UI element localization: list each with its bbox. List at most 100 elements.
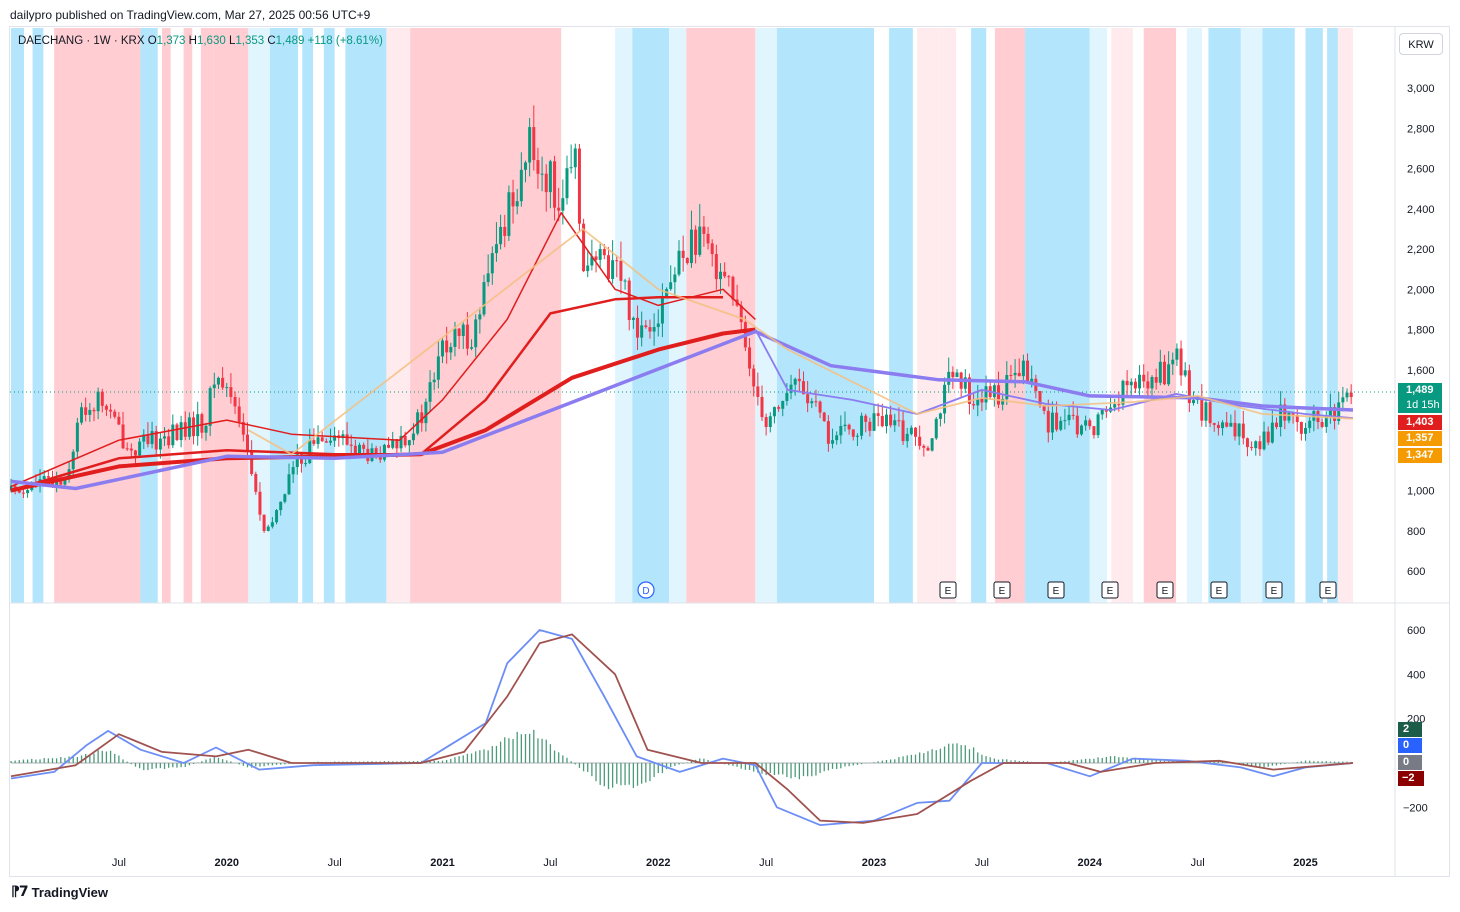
candle-body xyxy=(594,256,598,260)
candle-body xyxy=(1088,420,1092,427)
candle-body xyxy=(1241,423,1245,439)
regime-band-6 xyxy=(200,28,214,603)
candle-body xyxy=(660,297,664,324)
candle-body xyxy=(606,255,610,279)
candle-body xyxy=(179,422,183,441)
candle-body xyxy=(424,401,428,424)
candle-body xyxy=(1283,404,1287,421)
candle-body xyxy=(1308,420,1312,429)
candle-body xyxy=(1216,424,1220,429)
tradingview-footer[interactable]: ⁋7 TradingView xyxy=(11,884,108,900)
candle-body xyxy=(1320,422,1324,427)
candle-body xyxy=(1333,407,1337,421)
event-marker-3[interactable]: E xyxy=(1047,581,1065,599)
macd-zero-tag: 0 xyxy=(1398,755,1422,770)
candle-body xyxy=(818,401,822,413)
candle-body xyxy=(411,433,415,441)
event-marker-8[interactable]: E xyxy=(1319,581,1337,599)
candle-body xyxy=(623,280,627,282)
candle-body xyxy=(1005,374,1009,400)
regime-band-32 xyxy=(1240,28,1263,603)
ma-line-ma-medium-purple xyxy=(754,329,1354,419)
candle-body xyxy=(250,451,254,474)
time-tick-label: Jul xyxy=(975,857,989,869)
regime-band-27 xyxy=(1089,28,1108,603)
event-marker-4[interactable]: E xyxy=(1101,581,1119,599)
candle-body xyxy=(287,474,291,495)
currency-button[interactable]: KRW xyxy=(1399,33,1443,55)
candle-body xyxy=(843,424,847,427)
candle-body xyxy=(822,412,826,422)
candle-body xyxy=(943,384,947,414)
candle-body xyxy=(992,385,996,398)
candle-body xyxy=(1146,381,1150,389)
candle-body xyxy=(1324,415,1328,427)
candle-body xyxy=(855,435,859,437)
legend-high: 1,630 xyxy=(196,35,226,47)
price-tick-label: 600 xyxy=(1407,566,1425,578)
candle-body xyxy=(951,371,955,378)
candle-body xyxy=(175,424,179,441)
candle-body xyxy=(731,276,735,300)
candle-body xyxy=(768,416,772,427)
candle-body xyxy=(324,441,328,443)
candle-body xyxy=(806,394,810,404)
regime-band-29 xyxy=(1143,28,1177,603)
candle-body xyxy=(1158,361,1162,383)
event-marker-1[interactable]: E xyxy=(939,581,957,599)
ma-fast-tag: 1,403 xyxy=(1398,415,1442,430)
candle-body xyxy=(1266,431,1270,443)
candle-body xyxy=(627,280,631,321)
candle-body xyxy=(80,407,84,423)
macd-tick-label: −200 xyxy=(1403,802,1428,814)
candle-body xyxy=(976,398,980,406)
candle-body xyxy=(121,424,125,449)
regime-band-2 xyxy=(54,28,141,603)
price-tick-label: 3,000 xyxy=(1407,83,1435,95)
candle-body xyxy=(967,377,971,405)
candle-body xyxy=(291,467,295,475)
candle-body xyxy=(1026,360,1030,382)
candle-body xyxy=(465,324,469,349)
candle-body xyxy=(1192,400,1196,404)
event-marker-5[interactable]: E xyxy=(1156,581,1174,599)
time-tick-label: 2022 xyxy=(646,857,670,869)
candle-body xyxy=(739,305,743,323)
chart-frame[interactable]: D E E E E E E E E 3,000 2,800 2,600 2,400 2,200 2,000… xyxy=(9,26,1450,877)
regime-band-10 xyxy=(302,28,314,603)
candle-body xyxy=(1079,425,1083,435)
candle-body xyxy=(565,168,569,199)
earnings-marker-icon xyxy=(1265,581,1283,599)
price-axis-ticks: 3,000 2,800 2,600 2,400 2,200 2,000 1,800 1,600… xyxy=(1407,83,1435,578)
candle-body xyxy=(1221,422,1225,429)
candle-body xyxy=(88,409,92,415)
event-marker-2[interactable]: E xyxy=(993,581,1011,599)
ma-line-ma-mid xyxy=(10,296,723,492)
candle-body xyxy=(104,405,108,410)
earnings-marker-icon xyxy=(1156,581,1174,599)
candle-body xyxy=(889,414,893,426)
time-tick-label: 2024 xyxy=(1078,857,1103,869)
event-marker-7[interactable]: E xyxy=(1265,581,1283,599)
candle-body xyxy=(353,445,357,455)
candle-body xyxy=(478,314,482,320)
legend-open: 1,373 xyxy=(156,35,186,47)
regime-band-35 xyxy=(1327,28,1338,603)
candle-body xyxy=(631,317,635,321)
candle-body xyxy=(403,435,407,446)
legend-change: +118 (+8.61%) xyxy=(307,35,383,47)
legend-symbol: DAECHANG · 1W · KRX xyxy=(18,35,145,47)
candle-body xyxy=(831,440,835,444)
symbol-legend[interactable]: DAECHANG · 1W · KRX O1,373 H1,630 L1,353… xyxy=(18,35,383,47)
candle-body xyxy=(1129,381,1133,386)
regime-band-28 xyxy=(1111,28,1133,603)
candle-body xyxy=(216,377,220,385)
event-marker-0[interactable]: D xyxy=(637,581,655,599)
candle-body xyxy=(266,526,270,531)
candle-body xyxy=(727,276,731,278)
event-marker-6[interactable]: E xyxy=(1210,581,1228,599)
chart-canvas[interactable]: D E E E E E E E E 3,000 2,800 2,600 2,400 2,200 2,000… xyxy=(10,27,1450,877)
candle-body xyxy=(905,433,909,442)
candle-body xyxy=(1096,414,1100,436)
candle-body xyxy=(1200,396,1204,421)
